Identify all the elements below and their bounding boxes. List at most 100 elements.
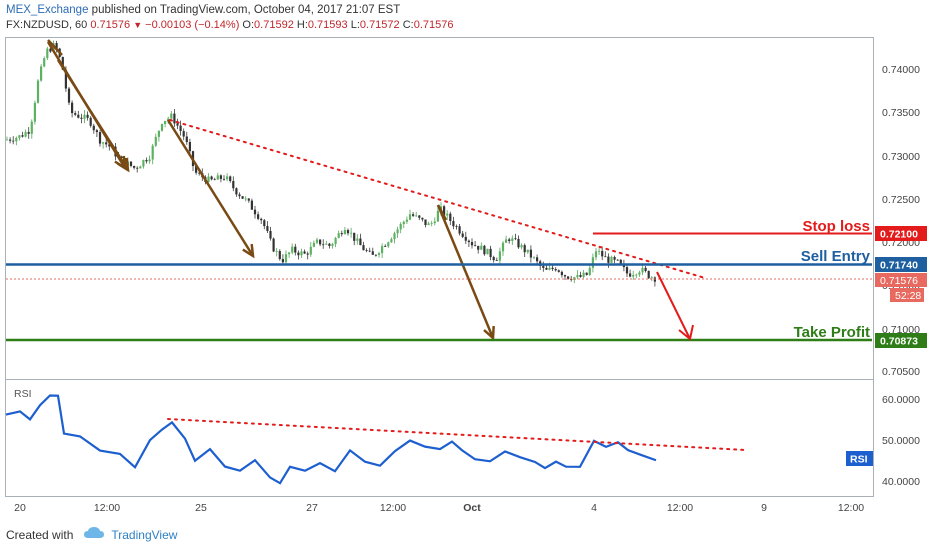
candle-body: [198, 172, 201, 174]
candle-body: [18, 135, 21, 138]
candle-body: [523, 245, 526, 253]
candle-body: [195, 166, 198, 173]
candle-body: [415, 215, 418, 217]
candle-body: [315, 239, 319, 243]
rsi-pane[interactable]: [5, 379, 874, 497]
candle-body: [449, 213, 452, 221]
publication-header: MEX_Exchange published on TradingView.co…: [6, 2, 400, 18]
candle-body: [557, 270, 560, 272]
candle-body: [461, 233, 464, 237]
time-tick: Oct: [463, 502, 481, 514]
candle-body: [160, 124, 164, 131]
candle-body: [145, 160, 148, 162]
candle-body: [467, 240, 470, 243]
candle-body: [616, 259, 619, 261]
candle-body: [294, 246, 297, 253]
candle-body: [563, 275, 567, 277]
candle-body: [455, 226, 458, 228]
candle-body: [9, 139, 12, 141]
candle-body: [30, 121, 33, 134]
candle-body: [532, 257, 536, 259]
sell-entry-badge-text: 0.71740: [880, 260, 918, 272]
candle-body: [588, 267, 591, 275]
candle-body: [24, 131, 27, 137]
author-link[interactable]: MEX_Exchange: [6, 4, 89, 16]
candle-body: [337, 233, 340, 238]
candle-body: [362, 245, 365, 251]
footer: Created with TradingView: [6, 526, 177, 543]
ticker-info: FX:NZDUSD, 60 0.71576 ▼ −0.00103 (−0.14%…: [6, 18, 453, 32]
candle-body: [36, 80, 40, 103]
candle-body: [433, 221, 436, 224]
candle-body: [188, 142, 191, 152]
candle-body: [501, 242, 505, 252]
candle-body: [458, 226, 461, 234]
candle-body: [520, 245, 523, 248]
candle-body: [322, 244, 325, 246]
candle-body: [607, 256, 610, 263]
candle-body: [306, 253, 309, 255]
candle-body: [508, 239, 511, 241]
last-price: 0.71576: [90, 19, 131, 31]
take-profit-badge-text: 0.70873: [880, 336, 918, 348]
candle-body: [83, 114, 86, 119]
candle-body: [291, 246, 294, 253]
candle-body: [319, 239, 322, 245]
candle-body: [483, 245, 486, 255]
candle-body: [353, 232, 356, 241]
price-tick: 0.74000: [882, 64, 920, 76]
candle-body: [250, 200, 253, 210]
candle-body: [15, 137, 18, 142]
tradingview-brand-link[interactable]: TradingView: [111, 527, 178, 542]
brown-arrow: [436, 204, 495, 339]
candle-body: [641, 267, 644, 273]
stop-loss-label: Stop loss: [802, 218, 870, 235]
candle-body: [300, 251, 303, 256]
candle-body: [477, 245, 480, 250]
candle-body: [604, 256, 607, 258]
candle-body: [635, 274, 638, 276]
candle-body: [384, 246, 387, 247]
rsi-tick: 50.0000: [882, 435, 920, 447]
candle-body: [511, 238, 514, 241]
candle-body: [253, 209, 257, 215]
candle-body: [55, 43, 58, 49]
candle-body: [632, 274, 635, 277]
candle-body: [446, 213, 449, 216]
candle-body: [157, 130, 160, 137]
candle-body: [278, 251, 281, 260]
candle-body: [185, 136, 188, 143]
brown-arrow: [47, 39, 63, 56]
candle-body: [154, 136, 157, 146]
candle-body: [49, 48, 52, 52]
candle-body: [343, 230, 346, 235]
candle-body: [260, 218, 263, 221]
candle-body: [551, 267, 554, 270]
last-price-badge: [875, 273, 927, 287]
candle-body: [179, 125, 182, 132]
candle-body: [148, 159, 151, 162]
candle-body: [412, 214, 415, 216]
candle-body: [359, 238, 362, 246]
candle-body: [610, 257, 613, 263]
price-badges: 0.72100 0.71740 0.71576 52:28 0.70873: [875, 226, 927, 348]
candle-body: [495, 260, 498, 261]
brown-arrow: [56, 59, 130, 171]
brown-arrow: [436, 204, 448, 221]
time-tick: 12:00: [667, 502, 693, 514]
candle-body: [377, 253, 381, 255]
rsi-label: RSI: [14, 388, 32, 400]
candle-body: [105, 142, 108, 145]
candle-body: [297, 252, 300, 256]
candle-body: [222, 178, 226, 180]
down-triangle-icon: ▼: [133, 20, 143, 30]
candle-body: [408, 214, 412, 220]
candle-body: [567, 276, 570, 279]
candle-body: [71, 102, 74, 114]
rsi-tick: 40.0000: [882, 476, 920, 488]
candle-body: [164, 120, 167, 125]
time-tick: 12:00: [94, 502, 120, 514]
candle-body: [474, 245, 477, 247]
candle-body: [601, 250, 604, 257]
